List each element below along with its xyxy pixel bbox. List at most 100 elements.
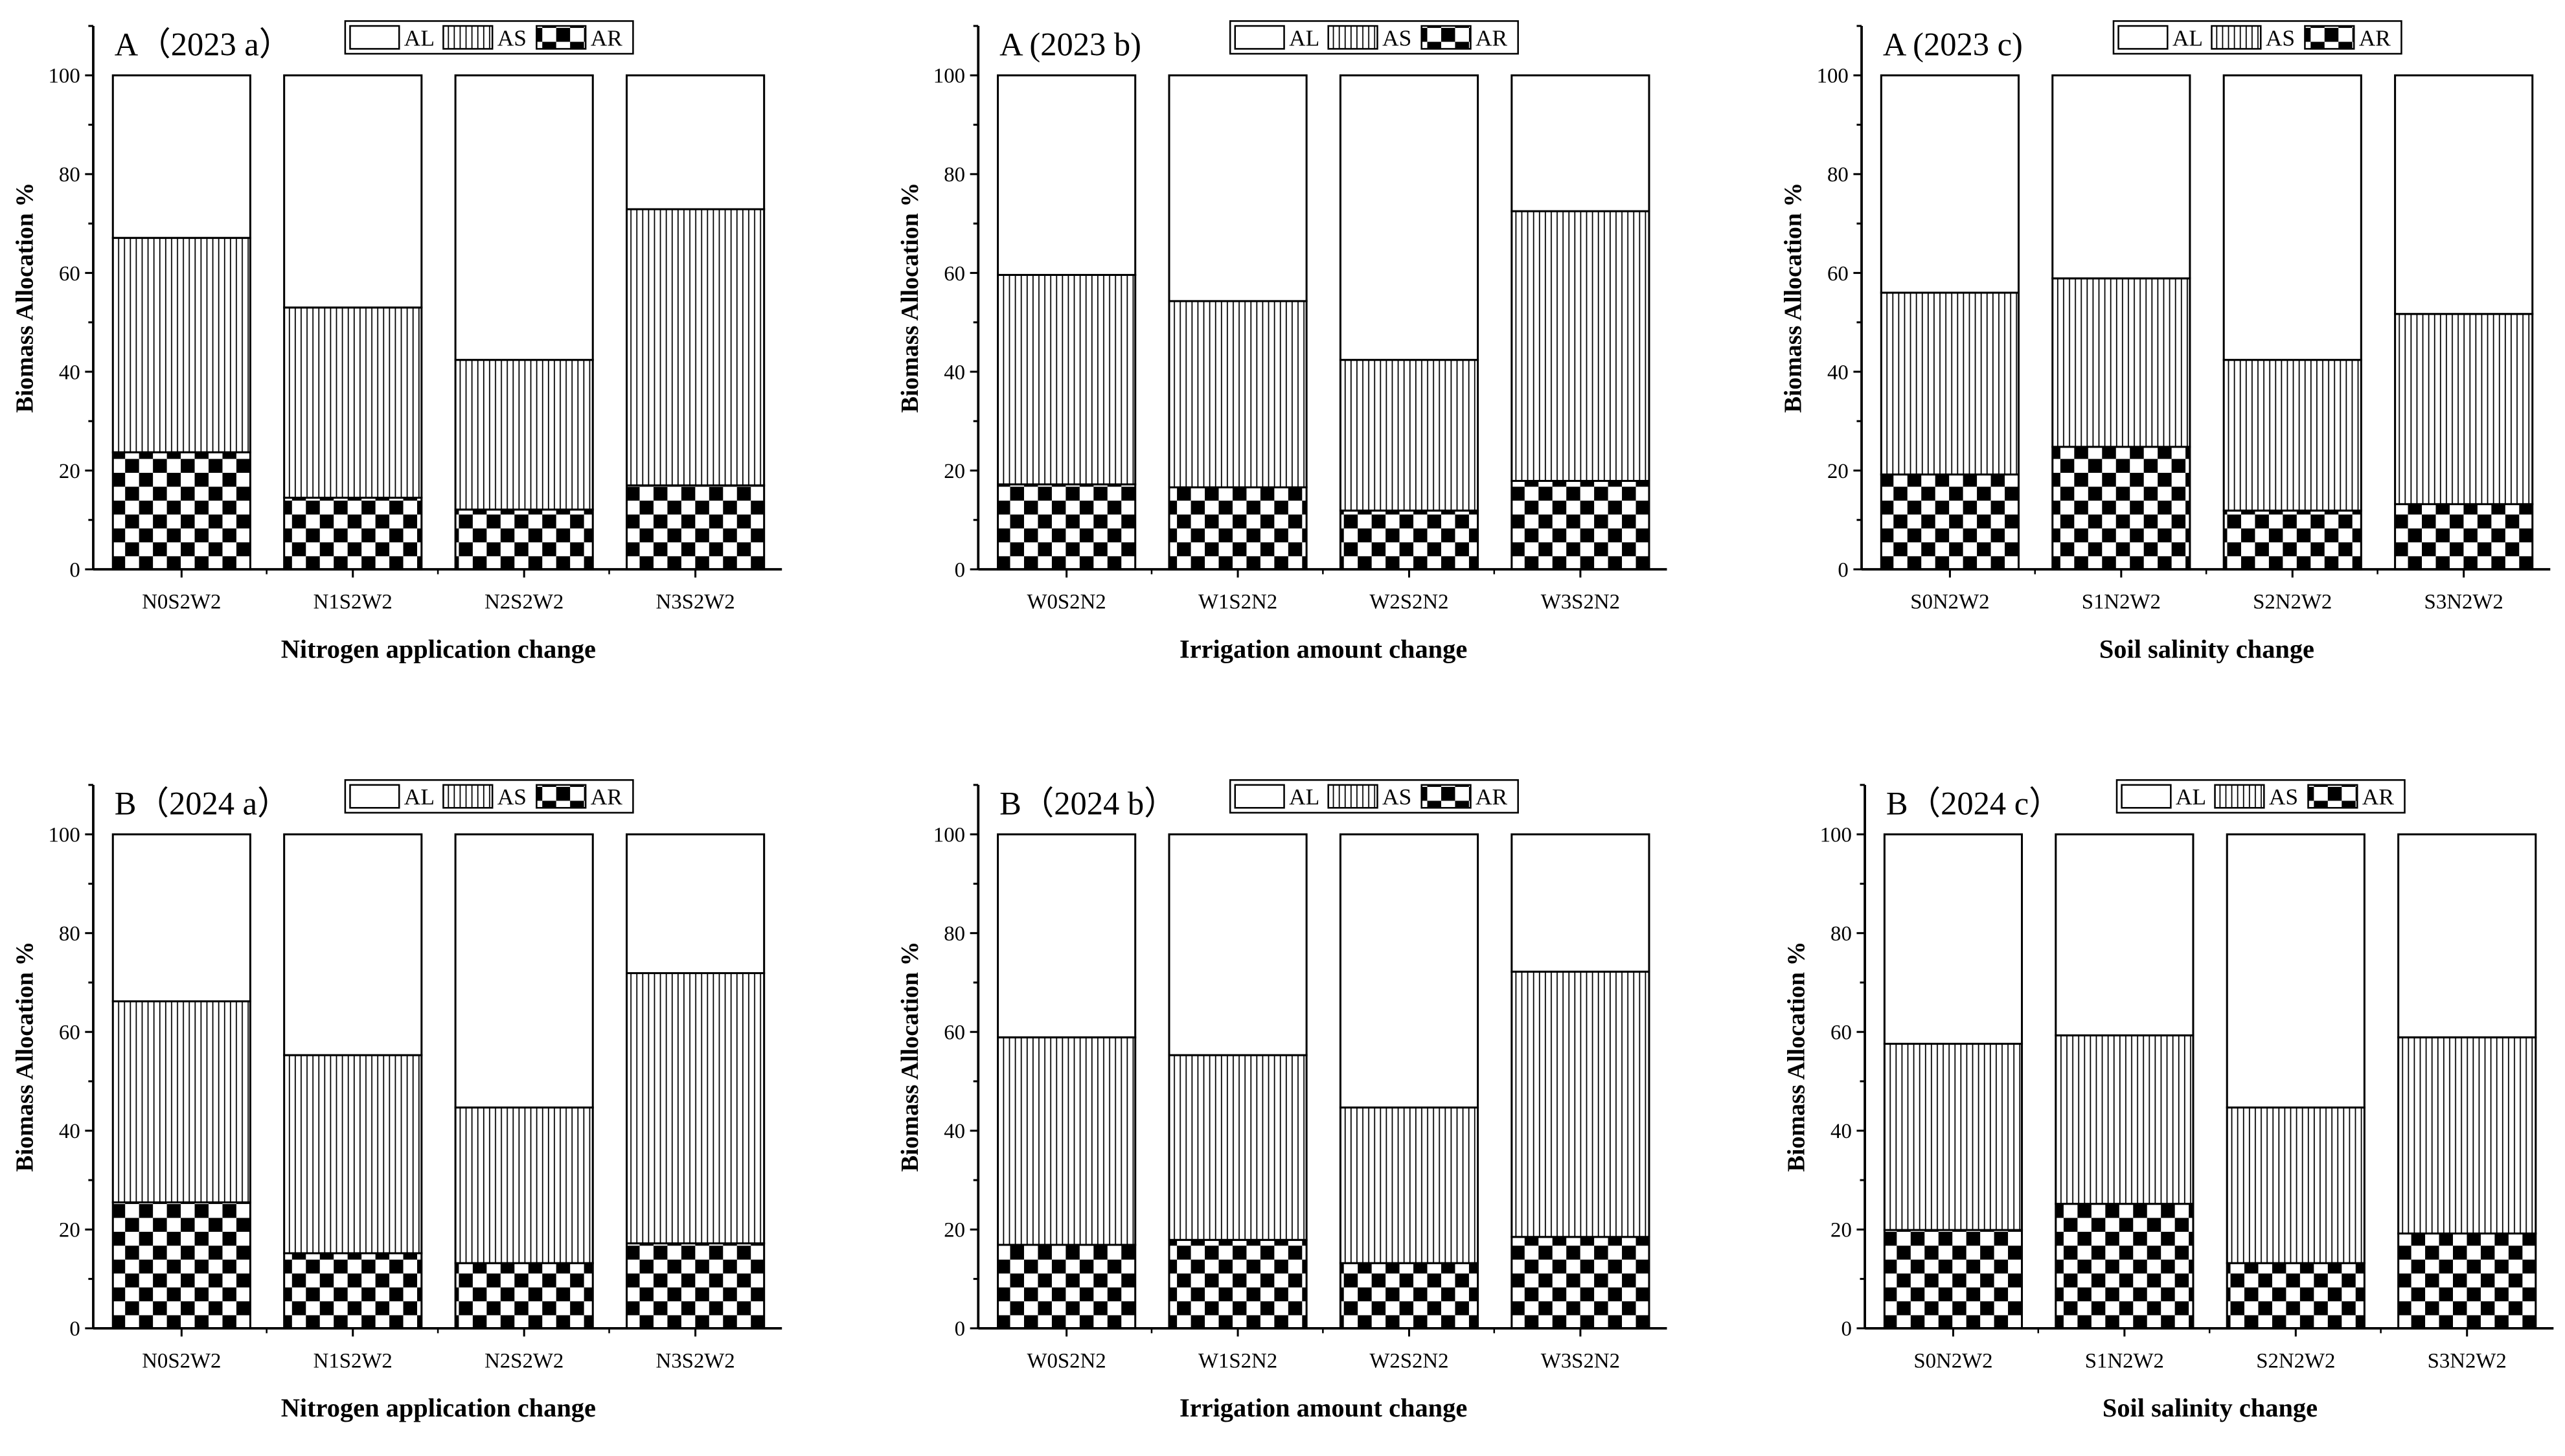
bar-segment-AS-S0N2W2	[1880, 291, 2020, 476]
panel-title: A（2023 a）	[115, 27, 292, 63]
legend-label-AS: AS	[1382, 784, 1411, 810]
y-tick-label: 0	[1838, 558, 1848, 582]
y-tick-label: 60	[59, 262, 80, 286]
bar-segment-AL-N0S2W2	[111, 833, 251, 1003]
panel-title: B（2024 b）	[999, 785, 1177, 821]
bar-segment-AR-S1N2W2	[2055, 1203, 2194, 1330]
y-tick-label: 40	[59, 1120, 80, 1143]
x-axis-label: Irrigation amount change	[1180, 634, 1467, 663]
legend-swatch-AS	[2214, 784, 2265, 809]
bar-segment-AS-W3S2N2	[1510, 210, 1650, 483]
bar-segment-AL-W1S2N2	[1168, 833, 1308, 1056]
bar-segment-AS-W3S2N2	[1510, 970, 1650, 1238]
bar-segment-AR-N1S2W2	[283, 496, 423, 571]
legend-swatch-AL	[349, 25, 400, 50]
x-tick-label: N3S2W2	[656, 591, 735, 614]
bar-segment-AL-S0N2W2	[1883, 833, 2024, 1045]
y-tick-label: 60	[944, 1021, 965, 1045]
bar-segment-AS-N3S2W2	[626, 972, 766, 1245]
bar-segment-AR-W1S2N2	[1168, 486, 1308, 571]
y-tick-label: 20	[1827, 460, 1849, 483]
bar-segment-AL-W3S2N2	[1510, 74, 1650, 212]
bar-segment-AL-W3S2N2	[1510, 833, 1650, 973]
x-tick-label: N3S2W2	[656, 1349, 735, 1372]
bar-segment-AS-W1S2N2	[1168, 1054, 1308, 1241]
y-tick-label: 0	[69, 558, 80, 582]
bar-segment-AR-W2S2N2	[1339, 509, 1479, 571]
bar-segment-AL-W0S2N2	[997, 833, 1137, 1039]
y-tick-label: 20	[944, 460, 965, 483]
bar-segment-AL-N3S2W2	[626, 833, 766, 974]
bar-segment-AR-S2N2W2	[2226, 1262, 2366, 1330]
legend-swatch-AR	[1420, 784, 1472, 809]
legend-label-AR: AR	[2359, 25, 2391, 51]
bar-segment-AR-N1S2W2	[283, 1252, 423, 1330]
y-tick-label: 20	[1830, 1219, 1852, 1242]
x-axis-label: Nitrogen application change	[281, 1393, 596, 1422]
x-axis-label: Soil salinity change	[2099, 634, 2314, 663]
legend-swatch-AR	[536, 25, 587, 50]
chart-panel-4: N0S2W2 N1S2W2 N2S2W2 N3S2W2 0 20 40 60 80 100 Nitr…	[12, 779, 782, 1422]
x-tick-label: S1N2W2	[2085, 1349, 2164, 1372]
y-tick-label: 40	[944, 361, 965, 384]
y-tick-label: 100	[1820, 824, 1852, 847]
x-axis-label: Nitrogen application change	[281, 634, 596, 663]
bar-segment-AL-N3S2W2	[626, 74, 766, 210]
legend-swatch-AL	[349, 784, 400, 809]
legend-swatch-AS	[1327, 25, 1378, 50]
x-tick-label: S2N2W2	[2256, 1349, 2335, 1372]
bar-segment-AR-W0S2N2	[997, 483, 1137, 571]
legend: AL AS AR	[2112, 20, 2402, 55]
panel-title: A (2023 b)	[999, 27, 1141, 63]
x-tick-label: N1S2W2	[314, 591, 393, 614]
x-tick-label: S3N2W2	[2428, 1349, 2507, 1372]
y-tick-label: 40	[1830, 1120, 1852, 1143]
bar-segment-AL-S3N2W2	[2394, 74, 2534, 315]
x-tick-label: N2S2W2	[484, 591, 564, 614]
bar-segment-AS-N1S2W2	[283, 1054, 423, 1255]
bar-segment-AS-N0S2W2	[111, 1000, 251, 1203]
panel-title: B（2024 c）	[1886, 785, 2062, 821]
x-tick-label: S2N2W2	[2253, 591, 2332, 614]
y-tick-label: 80	[944, 922, 965, 946]
y-tick-label: 80	[59, 922, 80, 946]
bar-segment-AS-W0S2N2	[997, 273, 1137, 486]
legend-label-AL: AL	[1289, 25, 1319, 51]
x-tick-label: W0S2N2	[1027, 591, 1106, 614]
bar-segment-AR-S3N2W2	[2397, 1232, 2537, 1330]
x-axis-label: Soil salinity change	[2103, 1393, 2318, 1422]
legend-swatch-AR	[2307, 784, 2358, 809]
bar-segment-AR-N0S2W2	[111, 451, 251, 571]
y-tick-label: 80	[1827, 163, 1849, 187]
x-tick-label: S0N2W2	[1913, 1349, 1992, 1372]
legend: AL AS AR	[1229, 779, 1519, 814]
y-tick-label: 0	[955, 1317, 965, 1341]
bar-segment-AR-W3S2N2	[1510, 479, 1650, 571]
bar-segment-AR-W0S2N2	[997, 1244, 1137, 1330]
y-tick-label: 60	[944, 262, 965, 286]
legend-label-AS: AS	[1382, 25, 1411, 51]
legend-label-AL: AL	[2176, 784, 2206, 810]
x-tick-label: N2S2W2	[484, 1349, 564, 1372]
legend-label-AS: AS	[497, 784, 527, 810]
bar-segment-AR-W3S2N2	[1510, 1236, 1650, 1330]
bar-segment-AR-N2S2W2	[454, 1262, 594, 1330]
y-tick-label: 100	[933, 65, 965, 88]
bar-segment-AR-W1S2N2	[1168, 1238, 1308, 1330]
chart-panel-3: S0N2W2 S1N2W2 S2N2W2 S3N2W2 0 20 40 60 80 100 Soil…	[1780, 20, 2551, 663]
y-tick-label: 40	[1827, 361, 1849, 384]
bar-segment-AS-N2S2W2	[454, 1106, 594, 1264]
x-tick-label: S3N2W2	[2424, 591, 2503, 614]
bar-segment-AS-W1S2N2	[1168, 300, 1308, 488]
bar-segment-AL-S2N2W2	[2222, 74, 2362, 361]
y-axis-label: Biomass Allocation %	[896, 942, 924, 1172]
legend-label-AS: AS	[2269, 784, 2298, 810]
y-tick-label: 60	[1830, 1021, 1852, 1045]
legend-label-AS: AS	[497, 25, 527, 51]
x-tick-label: W1S2N2	[1198, 1349, 1277, 1372]
legend: AL AS AR	[1229, 20, 1519, 55]
bar-segment-AL-W1S2N2	[1168, 74, 1308, 302]
bar-segment-AS-N2S2W2	[454, 359, 594, 511]
bar-segment-AS-N3S2W2	[626, 208, 766, 486]
legend: AL AS AR	[2115, 779, 2406, 814]
